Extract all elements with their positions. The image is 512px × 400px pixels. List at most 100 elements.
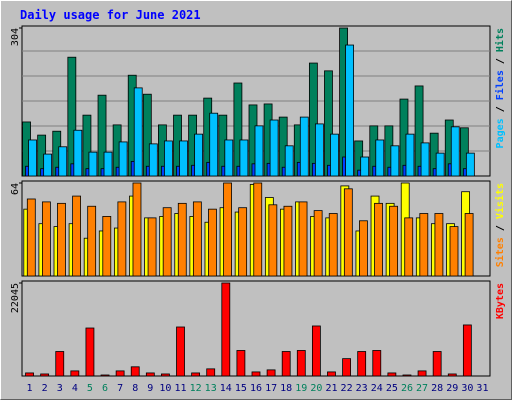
x-tick-label: 4	[72, 383, 78, 394]
bar	[313, 210, 323, 277]
x-tick-label: 7	[117, 383, 123, 394]
bar	[179, 140, 188, 177]
y-tick-label: 304	[10, 28, 21, 46]
x-tick-label: 6	[102, 383, 108, 394]
bar	[117, 201, 127, 277]
bar	[404, 217, 414, 277]
bar	[389, 205, 399, 277]
bar	[73, 129, 83, 177]
legend: Sites / Visits	[494, 183, 506, 267]
bar	[390, 145, 400, 177]
x-tick-label: 14	[220, 383, 232, 394]
bar	[43, 153, 53, 177]
x-tick-label: 9	[147, 383, 153, 394]
bar	[311, 325, 321, 377]
bar	[299, 116, 309, 177]
bar	[251, 371, 261, 377]
bar	[161, 373, 170, 377]
bar	[419, 213, 429, 277]
bar	[88, 151, 98, 177]
bar	[405, 133, 415, 177]
bar	[176, 326, 185, 377]
x-tick-label: 11	[174, 383, 186, 394]
bar	[118, 141, 128, 177]
bar	[208, 208, 217, 277]
bar	[28, 139, 37, 177]
bar	[148, 143, 158, 177]
x-tick-label: 18	[280, 383, 292, 394]
bar	[102, 216, 112, 277]
x-tick-label: 20	[310, 383, 322, 394]
bar	[465, 152, 475, 177]
bar	[253, 182, 263, 277]
x-tick-label: 23	[356, 383, 368, 394]
bar	[420, 142, 430, 177]
legend: KBytes	[495, 283, 506, 319]
legend-entry: Pages	[495, 118, 506, 148]
bar	[194, 133, 204, 177]
bar	[147, 217, 157, 277]
bar	[464, 213, 474, 277]
bar	[206, 368, 216, 377]
x-tick-label: 8	[132, 383, 138, 394]
legend-separator: /	[495, 100, 506, 118]
x-tick-label: 27	[416, 383, 428, 394]
bar	[40, 373, 50, 377]
bar	[57, 202, 66, 277]
bar	[281, 351, 291, 377]
bar	[357, 351, 367, 377]
x-tick-label: 30	[461, 383, 473, 394]
bar	[145, 372, 155, 377]
bar	[85, 327, 95, 377]
legend-entry: Sites	[494, 237, 506, 267]
x-tick-label: 21	[325, 383, 337, 394]
plot-area	[21, 280, 491, 377]
bar	[254, 125, 264, 177]
bar	[192, 201, 202, 277]
bar	[25, 372, 34, 377]
bar	[224, 139, 234, 177]
bar	[447, 373, 457, 377]
bar	[462, 324, 472, 377]
legend-entry: KBytes	[495, 283, 506, 319]
legend-separator: /	[495, 52, 506, 70]
bar	[26, 198, 36, 277]
bar	[374, 202, 383, 277]
bar	[296, 350, 306, 377]
bar	[372, 350, 382, 377]
bar	[402, 374, 412, 377]
x-tick-label: 31	[476, 383, 488, 394]
bar	[238, 207, 248, 277]
bar	[360, 156, 370, 177]
bar	[132, 182, 142, 277]
chart-title: Daily usage for June 2021	[20, 8, 201, 22]
x-tick-label: 2	[42, 383, 48, 394]
bar	[345, 44, 354, 177]
bar	[55, 351, 65, 377]
bar	[450, 126, 460, 177]
bar	[209, 112, 219, 177]
y-tick-label: 64	[10, 183, 21, 195]
x-tick-label: 25	[386, 383, 398, 394]
x-tick-label: 28	[431, 383, 443, 394]
x-tick-label: 19	[295, 383, 307, 394]
bar	[284, 145, 294, 177]
bar	[177, 202, 187, 277]
bar	[162, 207, 172, 277]
bar	[435, 152, 445, 177]
bar	[236, 350, 246, 377]
legend-entry: Hits	[494, 28, 506, 52]
bar	[70, 370, 80, 377]
bar	[328, 213, 338, 277]
bar	[283, 205, 293, 277]
x-tick-label: 24	[371, 383, 383, 394]
bar	[100, 374, 110, 377]
x-tick-label: 15	[235, 383, 247, 394]
bar	[343, 188, 353, 277]
bar	[269, 119, 279, 177]
legend-entry: Files	[494, 70, 506, 100]
bar	[72, 195, 81, 277]
x-tick-label: 12	[190, 383, 202, 394]
